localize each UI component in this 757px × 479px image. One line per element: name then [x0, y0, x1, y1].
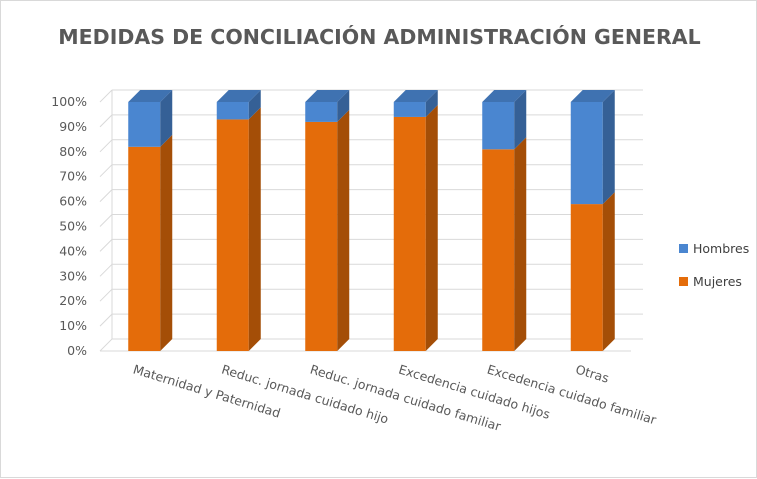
- gridline-depth: [99, 139, 113, 153]
- bar-top-hombres-1: [216, 90, 261, 102]
- bar-side-mujeres-3: [425, 104, 438, 351]
- gridline-depth: [99, 89, 113, 103]
- bar-side-hombres-4: [514, 90, 527, 150]
- bar-hombres-1: [216, 102, 249, 120]
- bar-side-hombres-5: [602, 90, 615, 205]
- y-tick-label: 20%: [59, 293, 87, 308]
- y-tick-label: 10%: [59, 318, 87, 333]
- bar-top-hombres-3: [393, 90, 438, 102]
- chart-title: MEDIDAS DE CONCILIACIÓN ADMINISTRACIÓN G…: [58, 25, 701, 49]
- bar-top-hombres-2: [305, 90, 350, 102]
- gridline-depth: [99, 214, 113, 227]
- y-tick-label: 100%: [51, 94, 87, 109]
- bar-top-hombres-0: [128, 90, 173, 102]
- gridline-depth: [99, 114, 113, 128]
- bar-hombres-4: [482, 102, 515, 150]
- legend-swatch-hombres: [679, 244, 688, 253]
- bar-top-hombres-5: [570, 90, 615, 102]
- gridline-depth: [99, 288, 113, 302]
- y-tick-label: 90%: [59, 119, 87, 134]
- y-tick-label: 60%: [59, 194, 87, 209]
- bar-mujeres-2: [305, 121, 338, 351]
- bar-hombres-0: [128, 102, 161, 147]
- y-tick-label: 40%: [59, 243, 87, 258]
- bar-mujeres-3: [393, 116, 426, 351]
- bar-side-hombres-1: [248, 90, 261, 120]
- bar-hombres-5: [570, 102, 603, 205]
- bar-top-hombres-4: [482, 90, 527, 102]
- gridline-depth: [99, 263, 113, 277]
- bar-mujeres-0: [128, 146, 161, 351]
- bar-hombres-2: [305, 102, 338, 122]
- x-tick-label: Maternidad y Paternidad: [131, 362, 282, 421]
- gridline-depth: [99, 313, 113, 327]
- y-tick-label: 80%: [59, 144, 87, 159]
- bar-side-mujeres-1: [248, 107, 261, 352]
- bar-mujeres-1: [216, 119, 249, 352]
- bar-side-mujeres-2: [337, 109, 350, 351]
- bar-side-hombres-2: [337, 90, 350, 122]
- bar-mujeres-4: [482, 149, 515, 351]
- y-tick-label: 30%: [59, 268, 87, 283]
- x-tick-label: Otras: [574, 362, 611, 386]
- y-tick-label: 70%: [59, 169, 87, 184]
- legend-label-hombres: Hombres: [693, 241, 750, 256]
- gridline-depth: [99, 239, 113, 252]
- bar-side-mujeres-4: [514, 137, 527, 351]
- y-tick-label: 50%: [59, 219, 87, 234]
- bar-side-hombres-3: [425, 90, 438, 117]
- y-tick-label: 0%: [67, 343, 87, 358]
- legend-swatch-mujeres: [679, 277, 688, 286]
- bar-mujeres-5: [570, 204, 603, 351]
- legend-label-mujeres: Mujeres: [693, 274, 742, 289]
- gridline-depth: [99, 164, 113, 178]
- bar-side-hombres-0: [160, 90, 173, 147]
- bar-side-mujeres-5: [602, 192, 615, 351]
- gridline-depth: [99, 338, 113, 352]
- bar-side-mujeres-0: [160, 134, 173, 351]
- bar-hombres-3: [393, 102, 426, 117]
- gridline-depth: [99, 189, 113, 202]
